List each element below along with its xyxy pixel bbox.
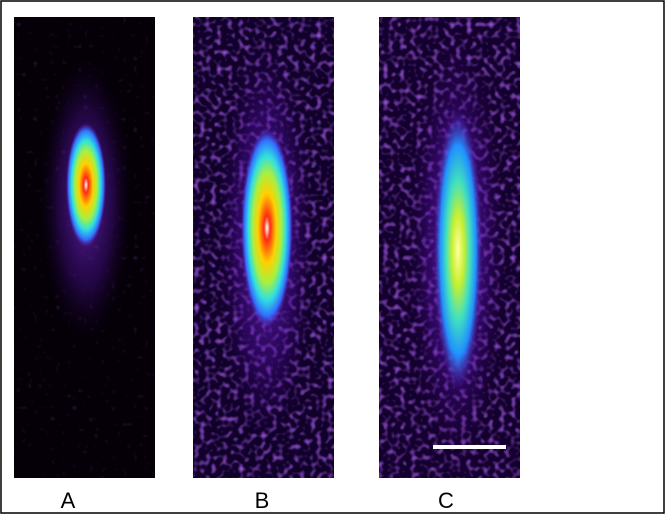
panel-label: C (438, 488, 454, 513)
panel-label: A (61, 488, 76, 513)
panel-label: B (255, 488, 270, 513)
panel-b (193, 17, 334, 478)
panel-a (14, 17, 155, 478)
scale-bar (433, 445, 506, 449)
panel-c (379, 17, 520, 478)
